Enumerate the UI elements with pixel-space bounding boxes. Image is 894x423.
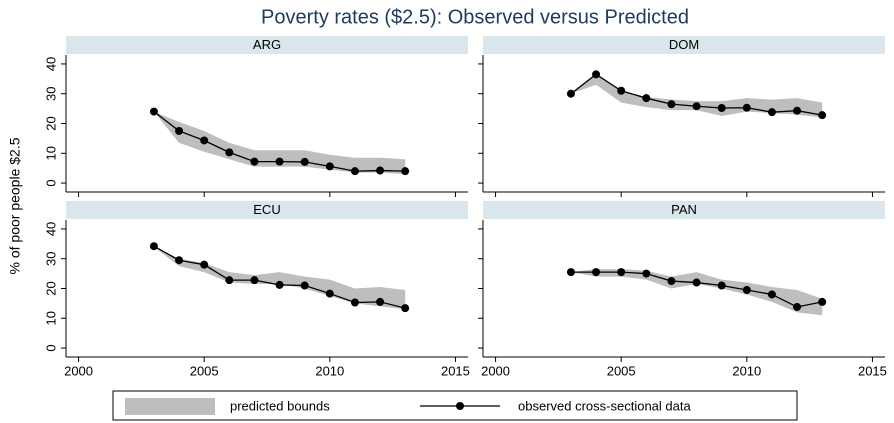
observed-point bbox=[350, 298, 359, 307]
legend-label: predicted bounds bbox=[230, 398, 330, 413]
observed-point bbox=[642, 269, 651, 278]
y-tick-label: 40 bbox=[43, 222, 58, 236]
observed-point bbox=[742, 285, 751, 294]
observed-point bbox=[300, 281, 309, 290]
observed-point bbox=[818, 111, 827, 120]
x-tick-label: 2000 bbox=[481, 363, 510, 378]
observed-point bbox=[592, 268, 601, 277]
observed-point bbox=[692, 278, 701, 287]
observed-point bbox=[717, 281, 726, 290]
x-tick-label: 2005 bbox=[190, 363, 219, 378]
predicted-band bbox=[570, 74, 823, 118]
observed-point bbox=[175, 126, 184, 135]
facet-title: ECU bbox=[253, 202, 280, 217]
observed-point bbox=[376, 297, 385, 306]
facet-title: ARG bbox=[253, 37, 281, 52]
legend-swatch bbox=[125, 398, 215, 415]
y-tick-label: 10 bbox=[43, 146, 58, 160]
chart-title: Poverty rates ($2.5): Observed versus Pr… bbox=[261, 6, 689, 28]
observed-point bbox=[275, 280, 284, 289]
observed-point bbox=[566, 89, 575, 98]
facet-title: DOM bbox=[669, 37, 699, 52]
observed-point bbox=[767, 290, 776, 299]
observed-point bbox=[617, 268, 626, 277]
observed-point bbox=[818, 297, 827, 306]
observed-point bbox=[300, 157, 309, 166]
facet-title: PAN bbox=[671, 202, 697, 217]
legend-label: observed cross-sectional data bbox=[518, 398, 691, 413]
observed-point bbox=[325, 289, 334, 298]
y-tick-label: 30 bbox=[43, 86, 58, 100]
legend-marker bbox=[456, 402, 464, 410]
facet-header bbox=[483, 201, 885, 219]
observed-point bbox=[401, 167, 410, 176]
observed-point bbox=[376, 166, 385, 175]
observed-point bbox=[225, 148, 234, 157]
observed-point bbox=[200, 136, 209, 145]
observed-point bbox=[617, 86, 626, 95]
y-tick-label: 20 bbox=[43, 281, 58, 295]
observed-point bbox=[667, 100, 676, 109]
facet-header bbox=[483, 36, 885, 54]
predicted-band bbox=[153, 246, 406, 310]
observed-point bbox=[742, 103, 751, 112]
observed-point bbox=[325, 162, 334, 171]
y-axis-label: % of poor people $2.5 bbox=[7, 137, 23, 274]
observed-point bbox=[350, 167, 359, 176]
observed-point bbox=[401, 304, 410, 313]
y-tick-label: 0 bbox=[43, 344, 58, 351]
observed-point bbox=[250, 157, 259, 166]
observed-point bbox=[592, 70, 601, 79]
y-tick-label: 20 bbox=[43, 116, 58, 130]
x-tick-label: 2015 bbox=[858, 363, 887, 378]
y-tick-label: 30 bbox=[43, 251, 58, 265]
x-tick-label: 2000 bbox=[64, 363, 93, 378]
predicted-band bbox=[153, 111, 406, 175]
observed-point bbox=[667, 277, 676, 286]
observed-point bbox=[250, 276, 259, 285]
observed-point bbox=[175, 256, 184, 265]
observed-point bbox=[200, 260, 209, 269]
predicted-band bbox=[570, 269, 823, 316]
x-tick-label: 2005 bbox=[607, 363, 636, 378]
observed-point bbox=[793, 106, 802, 115]
x-tick-label: 2010 bbox=[315, 363, 344, 378]
observed-point bbox=[225, 276, 234, 285]
y-tick-label: 40 bbox=[43, 57, 58, 71]
y-tick-label: 10 bbox=[43, 311, 58, 325]
observed-point bbox=[149, 242, 158, 251]
observed-point bbox=[717, 104, 726, 113]
observed-point bbox=[692, 102, 701, 111]
observed-point bbox=[566, 268, 575, 277]
y-tick-label: 0 bbox=[43, 179, 58, 186]
observed-point bbox=[793, 302, 802, 311]
x-tick-label: 2010 bbox=[732, 363, 761, 378]
observed-point bbox=[149, 107, 158, 116]
x-tick-label: 2015 bbox=[441, 363, 470, 378]
observed-point bbox=[642, 94, 651, 103]
facet-header bbox=[66, 36, 468, 54]
observed-point bbox=[275, 157, 284, 166]
facet-header bbox=[66, 201, 468, 219]
observed-point bbox=[767, 108, 776, 117]
